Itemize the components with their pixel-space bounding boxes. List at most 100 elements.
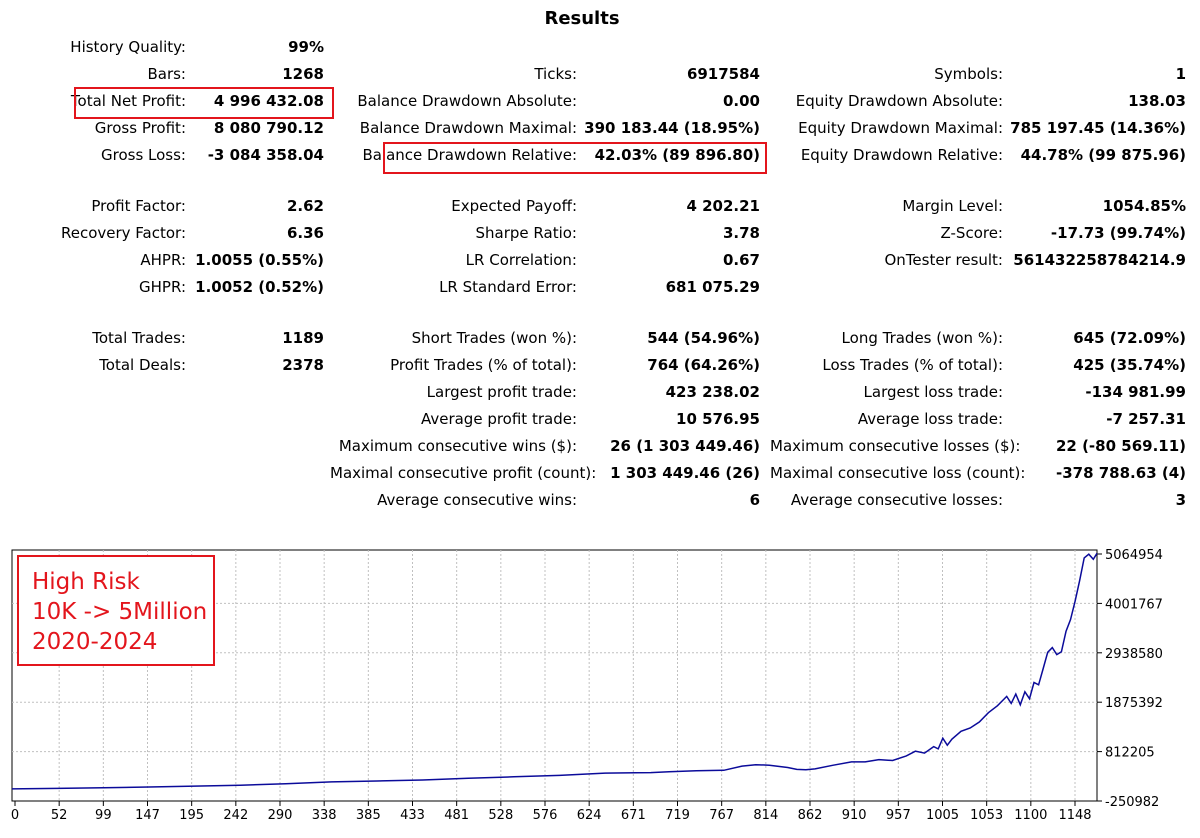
x-tick-label: 99 bbox=[95, 808, 112, 823]
stat-label: LR Standard Error: bbox=[439, 278, 577, 296]
stat-label: Balance Drawdown Absolute: bbox=[357, 92, 577, 110]
stat-label: Average loss trade: bbox=[857, 410, 1003, 428]
stat-label: Loss Trades (% of total): bbox=[822, 356, 1003, 374]
stat-label: Short Trades (won %): bbox=[411, 329, 577, 347]
x-tick-label: 147 bbox=[135, 808, 160, 823]
annotation-line-1: High Risk bbox=[32, 569, 140, 595]
x-tick-label: 1005 bbox=[926, 808, 959, 823]
x-tick-label: 910 bbox=[842, 808, 867, 823]
stat-label: Profit Factor: bbox=[91, 197, 186, 215]
stat-value: -134 981.99 bbox=[1085, 383, 1186, 401]
stat-value: 44.78% (99 875.96) bbox=[1020, 146, 1186, 164]
x-tick-label: 52 bbox=[51, 808, 68, 823]
y-tick-label: 4001767 bbox=[1105, 597, 1163, 612]
stat-value: 6.36 bbox=[286, 224, 324, 242]
stat-label: Margin Level: bbox=[902, 197, 1003, 215]
stat-label: Symbols: bbox=[934, 65, 1003, 83]
x-tick-label: 1100 bbox=[1014, 808, 1047, 823]
stat-label: Equity Drawdown Relative: bbox=[800, 146, 1003, 164]
stat-value: 1268 bbox=[282, 65, 324, 83]
stat-label: Maximum consecutive wins ($): bbox=[338, 437, 577, 455]
highlight-balance-drawdown-relative bbox=[383, 142, 767, 174]
x-tick-label: 0 bbox=[11, 808, 19, 823]
x-tick-label: 1053 bbox=[970, 808, 1003, 823]
x-tick-label: 767 bbox=[709, 808, 734, 823]
stat-label: LR Correlation: bbox=[465, 251, 577, 269]
stat-label: Average consecutive losses: bbox=[790, 491, 1003, 509]
stat-label: Gross Loss: bbox=[101, 146, 186, 164]
stat-label: Z-Score: bbox=[940, 224, 1004, 242]
stat-label: Balance Drawdown Relative: bbox=[362, 146, 577, 164]
stat-value: 4 996 432.08 bbox=[213, 92, 324, 110]
stat-label: Total Deals: bbox=[99, 356, 186, 374]
stat-value: 4 202.21 bbox=[686, 197, 760, 215]
stat-value: -7 257.31 bbox=[1106, 410, 1186, 428]
stat-value: 0.67 bbox=[722, 251, 760, 269]
stat-value: 390 183.44 (18.95%) bbox=[584, 119, 760, 137]
stat-value: 3.78 bbox=[722, 224, 760, 242]
x-tick-label: 290 bbox=[268, 808, 293, 823]
stat-value: 2378 bbox=[282, 356, 324, 374]
stat-label: Gross Profit: bbox=[94, 119, 186, 137]
stat-value: 425 (35.74%) bbox=[1073, 356, 1186, 374]
stat-label: Long Trades (won %): bbox=[841, 329, 1003, 347]
x-tick-label: 719 bbox=[665, 808, 690, 823]
y-tick-label: -250982 bbox=[1105, 795, 1159, 810]
x-tick-label: 338 bbox=[312, 808, 337, 823]
stat-value: 785 197.45 (14.36%) bbox=[1010, 119, 1186, 137]
stat-label: Maximum consecutive losses ($): bbox=[770, 437, 1021, 455]
stat-label: Equity Drawdown Maximal: bbox=[798, 119, 1003, 137]
stat-label: Largest loss trade: bbox=[863, 383, 1003, 401]
stat-label: Sharpe Ratio: bbox=[475, 224, 577, 242]
stat-label: Expected Payoff: bbox=[451, 197, 577, 215]
stat-value: 26 (1 303 449.46) bbox=[610, 437, 760, 455]
x-tick-label: 242 bbox=[223, 808, 248, 823]
stat-label: Maximal consecutive loss (count): bbox=[770, 464, 1026, 482]
x-tick-label: 814 bbox=[753, 808, 778, 823]
y-tick-label: 1875392 bbox=[1105, 696, 1163, 711]
stat-label: Maximal consecutive profit (count): bbox=[330, 464, 597, 482]
stat-label: Total Trades: bbox=[92, 329, 186, 347]
stat-value: 681 075.29 bbox=[665, 278, 760, 296]
stat-label: Total Net Profit: bbox=[70, 92, 186, 110]
x-tick-label: 576 bbox=[533, 808, 558, 823]
stat-value: 544 (54.96%) bbox=[647, 329, 760, 347]
stat-label: History Quality: bbox=[70, 38, 186, 56]
stat-value: 1.0052 (0.52%) bbox=[195, 278, 324, 296]
stat-label: Profit Trades (% of total): bbox=[390, 356, 577, 374]
stat-value: 2.62 bbox=[286, 197, 324, 215]
stat-value: 423 238.02 bbox=[665, 383, 760, 401]
stat-value: -3 084 358.04 bbox=[207, 146, 324, 164]
balance-chart: 5064954 4001767 2938580 1875392 812205 -25098… bbox=[11, 548, 1163, 823]
annotation-line-3: 2020-2024 bbox=[32, 629, 158, 655]
x-tick-label: 385 bbox=[356, 808, 381, 823]
y-tick-label: 812205 bbox=[1105, 746, 1155, 761]
stat-label: GHPR: bbox=[139, 278, 186, 296]
stat-value: 1054.85% bbox=[1102, 197, 1186, 215]
stat-label: OnTester result: bbox=[884, 251, 1003, 269]
annotation-line-2: 10K -> 5Million bbox=[32, 599, 208, 625]
stat-value: 1 bbox=[1175, 65, 1186, 83]
x-tick-label: 624 bbox=[577, 808, 602, 823]
stat-label: Equity Drawdown Absolute: bbox=[795, 92, 1003, 110]
x-tick-label: 528 bbox=[488, 808, 513, 823]
x-tick-label: 1148 bbox=[1058, 808, 1091, 823]
stat-value: 764 (64.26%) bbox=[647, 356, 760, 374]
highlight-total-net-profit bbox=[74, 87, 334, 119]
stat-value: 561432258784214.9 bbox=[1013, 251, 1186, 269]
y-tick-label: 5064954 bbox=[1105, 548, 1163, 563]
stat-label: Average consecutive wins: bbox=[377, 491, 577, 509]
stat-label: Ticks: bbox=[534, 65, 577, 83]
x-tick-label: 481 bbox=[444, 808, 469, 823]
results-title: Results bbox=[544, 8, 620, 29]
stat-value: 22 (-80 569.11) bbox=[1055, 437, 1186, 455]
annotation-box: High Risk 10K -> 5Million 2020-2024 bbox=[17, 555, 215, 666]
stat-value: 6917584 bbox=[686, 65, 760, 83]
stat-value: -17.73 (99.74%) bbox=[1050, 224, 1186, 242]
stat-label: Balance Drawdown Maximal: bbox=[359, 119, 577, 137]
stat-value: 3 bbox=[1175, 491, 1186, 509]
stat-value: 42.03% (89 896.80) bbox=[594, 146, 760, 164]
plot-frame bbox=[11, 549, 1098, 802]
stat-label: Largest profit trade: bbox=[426, 383, 577, 401]
stat-value: 138.03 bbox=[1128, 92, 1186, 110]
